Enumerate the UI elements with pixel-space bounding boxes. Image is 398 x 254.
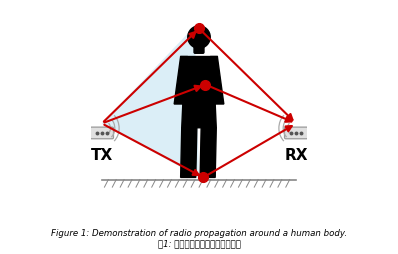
Polygon shape [182,104,216,128]
FancyBboxPatch shape [194,40,204,53]
Polygon shape [181,56,217,104]
Polygon shape [181,128,197,177]
Text: RX: RX [285,148,308,163]
Text: Figure 1: Demonstration of radio propagation around a human body.
图1: 无线电在人体周围传播: Figure 1: Demonstration of radio propaga… [51,229,347,249]
Polygon shape [174,56,190,104]
Polygon shape [102,26,199,177]
FancyBboxPatch shape [90,127,113,139]
FancyBboxPatch shape [285,127,308,139]
Polygon shape [200,128,216,177]
Text: TX: TX [91,148,113,163]
Polygon shape [208,56,224,104]
Circle shape [188,26,210,48]
